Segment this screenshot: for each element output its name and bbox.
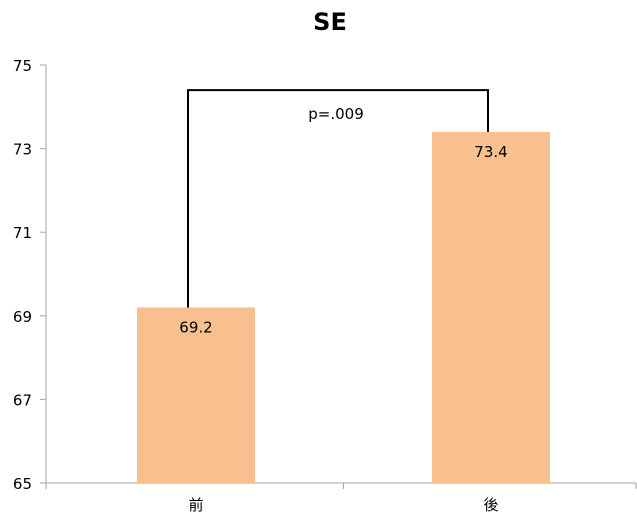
significance-annotation: p=.009 — [187, 89, 489, 308]
y-tick-label: 69 — [13, 308, 32, 326]
x-axis: 前後 — [45, 482, 637, 514]
y-tick-label: 71 — [13, 224, 32, 242]
chart-title: SE — [313, 8, 347, 36]
y-axis: 65 67 69 71 73 75 — [13, 57, 47, 493]
bar — [137, 307, 255, 483]
p-value-label: p=.009 — [308, 105, 364, 123]
y-tick-label: 67 — [13, 391, 32, 409]
data-label: 69.2 — [179, 318, 212, 336]
bar — [432, 131, 550, 483]
y-tick-label: 75 — [13, 57, 32, 75]
bars — [137, 131, 550, 483]
x-tick-label: 後 — [483, 496, 498, 514]
x-tick-label: 前 — [188, 496, 203, 514]
data-label: 73.4 — [474, 143, 507, 161]
y-tick-label: 73 — [13, 141, 32, 159]
y-tick-label: 65 — [13, 475, 32, 493]
significance-bracket — [187, 89, 489, 308]
data-labels: 69.2 73.4 — [179, 143, 507, 337]
